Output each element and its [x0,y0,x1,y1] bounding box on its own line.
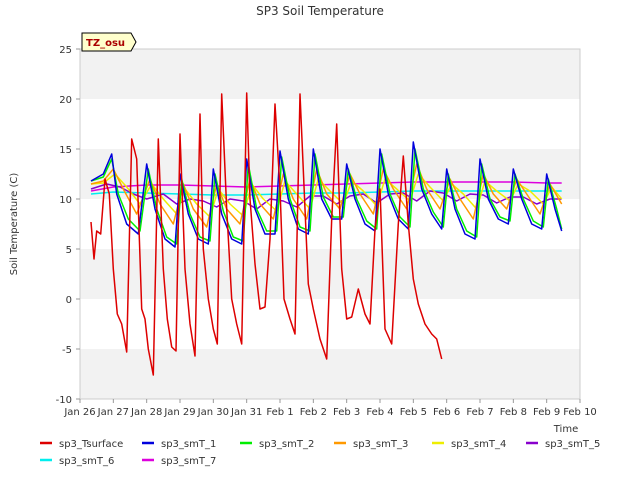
x-tick-label: Feb 8 [500,407,527,418]
y-axis-ticks: -10 -5 0 5 10 15 20 25 [56,45,80,406]
x-tick-label: Jan 31 [230,407,262,418]
x-axis-ticks: Jan 26 Jan 27 Jan 28 Jan 29 Jan 30 Jan 31 Feb … [63,399,597,418]
legend-item-label: sp3_smT_4 [451,439,506,450]
band [80,199,580,249]
series-line-sp3_smT_5 [90,183,562,210]
band [80,49,580,99]
y-tick-label: 15 [59,145,72,156]
y-tick-label: 20 [59,95,72,106]
x-tick-label: Feb 1 [266,407,293,418]
timezone-badge: TZ_osu [81,32,137,52]
x-axis-label: Time [553,424,578,435]
legend-item-label: sp3_smT_7 [161,456,216,467]
band [80,299,580,349]
legend: sp3_Tsurface sp3_smT_1 sp3_smT_2 sp3_smT_3 s… [40,439,600,467]
y-tick-label: 0 [66,295,72,306]
timezone-badge-text: TZ_osu [86,38,125,49]
legend-item-label: sp3_smT_2 [259,439,314,450]
y-tick-label: -5 [62,345,72,356]
legend-item-label: sp3_smT_5 [545,439,600,450]
chart-title: SP3 Soil Temperature [256,4,384,18]
series-layer [90,92,563,376]
legend-item-label: sp3_smT_3 [353,439,408,450]
plot-frame [79,48,581,400]
plot-background-bands [80,49,580,399]
x-tick-label: Jan 27 [97,407,129,418]
x-tick-label: Feb 4 [366,407,393,418]
x-tick-label: Jan 29 [163,407,195,418]
y-axis-label: Soil Temperature (C) [9,173,20,276]
x-tick-label: Feb 2 [300,407,327,418]
band [80,99,580,149]
x-tick-label: Jan 26 [63,407,95,418]
y-tick-label: 10 [59,195,72,206]
x-tick-label: Feb 9 [533,407,560,418]
series-line-sp3_smT_7 [90,181,562,192]
legend-item-label: sp3_smT_1 [161,439,216,450]
x-tick-label: Feb 7 [466,407,493,418]
x-tick-label: Feb 10 [563,407,597,418]
y-tick-label: 25 [59,45,72,56]
y-tick-label: 5 [66,245,72,256]
x-tick-label: Jan 30 [197,407,229,418]
series-line-sp3_Tsurface [90,92,443,376]
band [80,349,580,399]
legend-item-label: sp3_Tsurface [59,439,123,450]
x-tick-label: Jan 28 [130,407,162,418]
y-tick-label: -10 [56,395,72,406]
x-tick-label: Feb 5 [400,407,427,418]
legend-item-label: sp3_smT_6 [59,456,114,467]
x-tick-label: Feb 6 [433,407,460,418]
x-tick-label: Feb 3 [333,407,360,418]
